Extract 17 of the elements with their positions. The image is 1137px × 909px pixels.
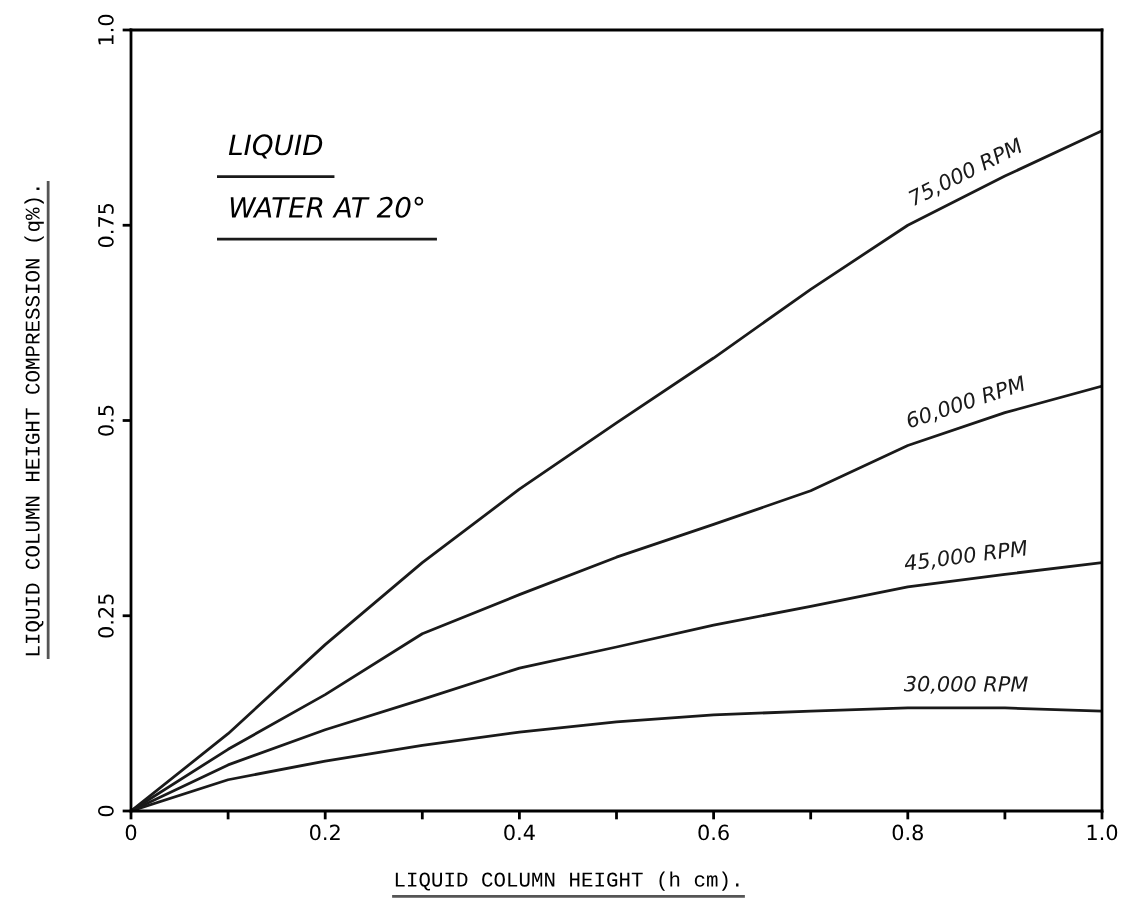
x-tick-label: 0.8 xyxy=(892,824,923,841)
x-tick-label: 0.2 xyxy=(310,824,340,841)
series-label: 30,000 RPM xyxy=(903,675,1028,695)
y-tick-label: 0.25 xyxy=(98,594,114,638)
x-tick-label: 1.0 xyxy=(1087,824,1118,841)
y-tick-label: 0.5 xyxy=(98,405,114,436)
x-tick-label: 0 xyxy=(125,824,137,841)
annotation: WATER AT 20° xyxy=(230,196,424,218)
x-tick-label: 0.6 xyxy=(698,824,729,841)
y-tick-label: 0.75 xyxy=(98,203,114,248)
x-axis-title: LIQUID COLUMN HEIGHT (h cm). xyxy=(395,871,739,891)
y-axis-title: LIQUID COLUMN HEIGHT COMPRESSION (q%). xyxy=(24,187,44,656)
text: 45,000 RPM xyxy=(903,539,1029,574)
annotation: LIQUID xyxy=(228,134,323,159)
y-tick-label: 1.0 xyxy=(98,14,114,45)
y-tick-label: 0 xyxy=(98,805,114,817)
x-tick-label: 0.4 xyxy=(504,824,535,841)
